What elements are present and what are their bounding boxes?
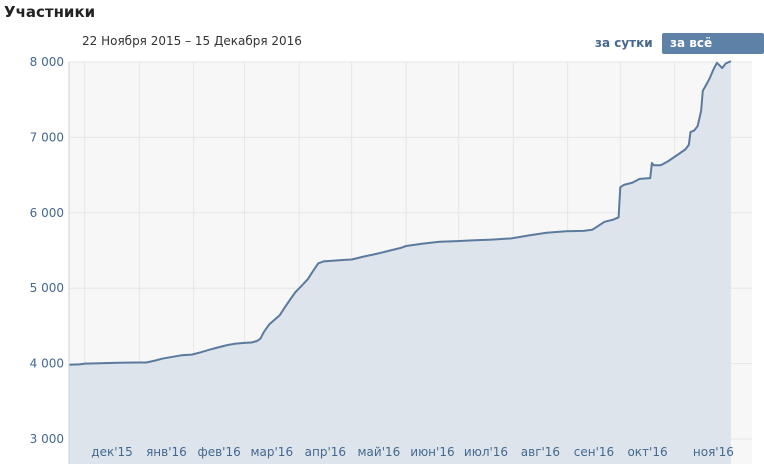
y-tick-label: 7 000 — [30, 130, 64, 144]
x-tick-label: фев'16 — [197, 445, 240, 459]
x-tick-label: ноя'16 — [693, 445, 734, 459]
x-tick-label: май'16 — [358, 445, 401, 459]
y-tick-label: 3 000 — [30, 432, 64, 446]
x-tick-label: окт'16 — [627, 445, 667, 459]
x-tick-label: янв'16 — [146, 445, 187, 459]
x-tick-label: дек'15 — [91, 445, 133, 459]
x-tick-label: авг'16 — [521, 445, 560, 459]
x-axis-ticks: дек'15 янв'16 фев'16 мар'16 апр'16 май'16 июн'… — [91, 445, 734, 459]
page-title: Участники — [4, 3, 96, 21]
x-tick-label: сен'16 — [574, 445, 614, 459]
y-tick-label: 8 000 — [30, 55, 64, 69]
date-range-label: 22 Ноября 2015 – 15 Декабря 2016 — [82, 34, 302, 48]
x-tick-label: июл'16 — [464, 445, 508, 459]
period-day-button[interactable]: за сутки — [595, 36, 653, 50]
y-tick-label: 6 000 — [30, 206, 64, 220]
members-area — [69, 61, 731, 464]
y-tick-label: 4 000 — [30, 357, 64, 371]
x-tick-label: мар'16 — [250, 445, 293, 459]
x-tick-label: июн'16 — [410, 445, 454, 459]
x-tick-label: апр'16 — [305, 445, 346, 459]
members-line — [68, 60, 732, 366]
y-axis-ticks: 3 000 4 000 5 000 6 000 7 000 8 000 — [30, 55, 64, 446]
y-tick-label: 5 000 — [30, 281, 64, 295]
